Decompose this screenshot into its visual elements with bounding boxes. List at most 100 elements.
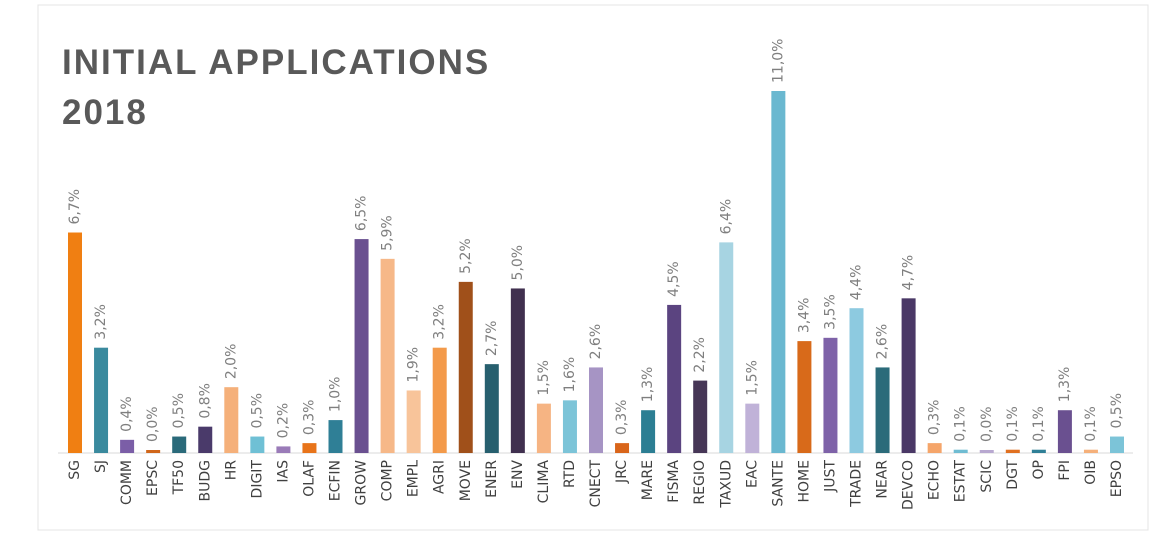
x-tick-label: MARE xyxy=(640,460,656,500)
value-label: 1,6% xyxy=(562,357,578,393)
x-tick-label: EMPL xyxy=(406,460,422,497)
bar xyxy=(406,390,421,453)
value-label: 0,0% xyxy=(979,406,995,442)
x-tick-label: SCIC xyxy=(979,460,995,493)
bar xyxy=(172,436,187,453)
x-tick-label: SJ xyxy=(93,460,109,473)
bar xyxy=(693,380,708,453)
x-tick-label: CLIMA xyxy=(536,460,552,504)
bar xyxy=(641,410,656,453)
x-tick-label: SG xyxy=(67,460,83,480)
bar xyxy=(302,443,317,453)
value-label: 0,3% xyxy=(301,400,317,436)
bar xyxy=(719,242,734,453)
value-label: 0,5% xyxy=(171,393,187,429)
value-label: 6,5% xyxy=(354,196,370,232)
value-label: 0,3% xyxy=(614,400,630,436)
value-label: 2,2% xyxy=(692,337,708,373)
value-label: 0,3% xyxy=(927,400,943,436)
value-label: 3,4% xyxy=(796,298,812,334)
x-tick-label: AGRI xyxy=(432,460,448,494)
x-tick-label: ECFIN xyxy=(328,460,344,501)
x-tick-label: EPSC xyxy=(145,460,161,496)
value-label: 0,5% xyxy=(249,393,265,429)
value-label: 2,6% xyxy=(875,324,891,360)
value-label: 3,2% xyxy=(93,304,109,340)
x-tick-label: TRADE xyxy=(849,460,865,508)
x-tick-label: FPI xyxy=(1057,460,1073,481)
x-tick-label: DEVCO xyxy=(901,460,917,510)
bar xyxy=(1110,436,1124,453)
bar xyxy=(146,450,161,453)
bar xyxy=(979,450,994,453)
bar xyxy=(667,304,682,453)
x-tick-label: ESTAT xyxy=(953,460,969,503)
value-label: 0,4% xyxy=(119,396,135,432)
value-label: 5,2% xyxy=(458,238,474,274)
bar xyxy=(120,439,135,453)
value-label: 4,5% xyxy=(666,261,682,297)
value-label: 4,7% xyxy=(901,255,917,291)
value-label: 0,5% xyxy=(1109,393,1125,429)
x-tick-label: OIB xyxy=(1083,460,1099,485)
bar xyxy=(797,341,812,453)
value-label: 6,4% xyxy=(718,199,734,235)
value-label: 1,3% xyxy=(1057,367,1073,403)
x-tick-label: ENER xyxy=(484,460,500,498)
x-tick-label: GROW xyxy=(354,460,370,506)
value-label: 1,9% xyxy=(406,347,422,383)
x-tick-label: HR xyxy=(223,460,239,481)
bar xyxy=(276,446,291,453)
bar xyxy=(1031,449,1046,453)
bar xyxy=(328,420,343,453)
x-tick-label: EPSO xyxy=(1109,460,1125,497)
value-label: 0,8% xyxy=(197,383,213,419)
bar xyxy=(224,387,239,453)
bar xyxy=(68,232,82,453)
bar xyxy=(562,400,577,453)
bar xyxy=(823,337,838,453)
x-tick-label: HOME xyxy=(796,460,812,502)
bar xyxy=(1057,410,1072,453)
bar xyxy=(927,443,942,453)
value-label: 0,1% xyxy=(1005,406,1021,442)
chart-title: INITIAL APPLICATIONS 2018 xyxy=(62,43,491,132)
x-tick-label: IAS xyxy=(275,460,291,483)
value-label: 0,0% xyxy=(145,406,161,442)
bar xyxy=(771,91,786,453)
value-label: 1,5% xyxy=(744,360,760,396)
bar xyxy=(745,403,760,453)
bar xyxy=(1005,449,1020,453)
x-tick-label: NEAR xyxy=(875,460,891,499)
bar xyxy=(1083,449,1098,453)
x-tick-label: CNECT xyxy=(588,460,604,508)
bar xyxy=(458,281,473,453)
x-tick-label: SANTE xyxy=(770,460,786,507)
x-tick-label: RTD xyxy=(562,460,578,488)
bar xyxy=(354,239,369,453)
value-label: 1,3% xyxy=(640,367,656,403)
x-tick-label: BUDG xyxy=(197,460,213,501)
value-label: 0,1% xyxy=(953,406,969,442)
x-tick-label: MOVE xyxy=(458,460,474,501)
x-tick-label: FISMA xyxy=(666,460,682,503)
value-label: 0,1% xyxy=(1083,406,1099,442)
value-label: 3,5% xyxy=(822,294,838,330)
value-label: 3,2% xyxy=(432,304,448,340)
bar xyxy=(380,258,395,453)
x-tick-label: JRC xyxy=(614,460,630,484)
bar xyxy=(901,298,916,453)
value-label: 5,9% xyxy=(380,215,396,251)
value-label: 11,0% xyxy=(770,39,786,83)
value-label: 5,0% xyxy=(510,245,526,281)
bar xyxy=(589,367,603,453)
x-tick-label: JUST xyxy=(822,460,838,493)
bar xyxy=(484,364,499,453)
value-label: 2,7% xyxy=(484,321,500,357)
x-tick-label: OP xyxy=(1031,460,1047,479)
bar xyxy=(510,288,525,453)
bar xyxy=(198,426,213,453)
value-label: 6,7% xyxy=(67,189,83,225)
value-label: 2,6% xyxy=(588,324,604,360)
